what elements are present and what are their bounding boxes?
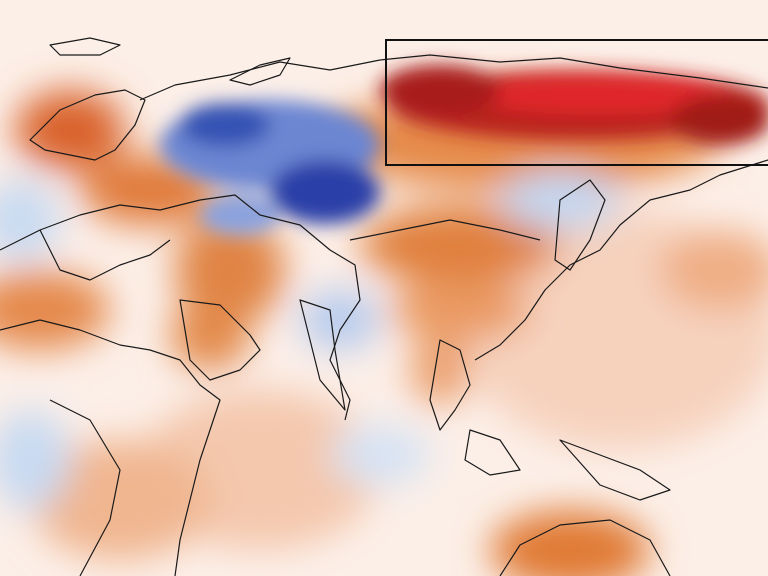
coastline [299,299,346,411]
coastline [499,519,671,576]
warm-area [660,230,768,310]
warm-area [170,300,250,370]
coastline [429,339,471,431]
coastline [139,54,768,101]
hot-area [380,65,500,115]
strong-anomalies [160,65,768,235]
coastline [464,429,521,476]
coastlines [0,37,768,576]
warm-area [0,270,110,350]
coastline [49,37,121,56]
coastline [554,179,606,271]
warm-area [360,205,560,285]
warm-area [175,215,285,325]
warm-area [15,90,125,170]
warm-area [490,510,650,576]
warm-area [390,280,530,340]
coastline [179,299,261,381]
coastline [0,319,221,576]
hot-area [470,75,730,115]
coastline [229,57,291,86]
cool-area [300,290,380,350]
coastline [474,159,768,361]
hot-area [670,95,768,145]
cold-area [200,195,280,235]
warm-area [30,440,210,560]
border [39,229,171,281]
coastline [559,439,671,501]
cool-area [0,410,70,510]
cool-area [330,425,430,485]
coastline [29,89,146,161]
border [349,219,541,241]
cold-area [270,160,380,224]
coastline [0,194,361,421]
highlight-box [385,39,768,166]
border [49,399,121,576]
warm-area [410,335,470,405]
cold-area [180,103,270,147]
